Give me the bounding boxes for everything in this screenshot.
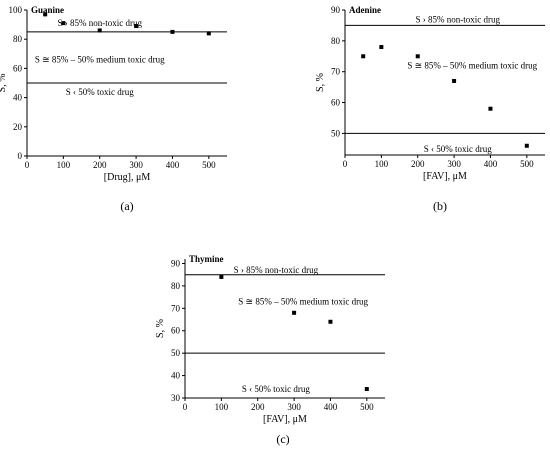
y-tick-label: 40 — [171, 371, 181, 381]
annotation-label: S ‹ 50% toxic drug — [66, 87, 134, 97]
data-point — [328, 319, 333, 324]
annotation-label: S ≅ 85% – 50% medium toxic drug — [407, 61, 537, 71]
data-point — [361, 54, 366, 59]
y-tick-label: 60 — [13, 63, 23, 73]
x-tick-label: 0 — [25, 160, 30, 170]
chart-panel-1: 0 100 200 300 400 500 0 20 40 60 80 100 S › 85% non-… — [0, 5, 227, 213]
y-tick-label: 40 — [13, 93, 23, 103]
y-axis-title: S, % — [315, 73, 326, 92]
data-point — [43, 12, 48, 17]
x-axis-title: [FAV], μM — [423, 171, 467, 182]
x-tick-label: 0 — [183, 402, 188, 412]
y-tick-label: 80 — [171, 281, 181, 291]
panel-title: Adenine — [349, 5, 381, 15]
data-point — [524, 143, 529, 148]
panel-title: Guanine — [31, 5, 64, 15]
y-tick-label: 90 — [171, 258, 181, 268]
x-tick-label: 400 — [484, 159, 498, 169]
y-tick-label: 80 — [13, 34, 23, 44]
data-point — [452, 78, 457, 83]
x-tick-label: 300 — [287, 402, 301, 412]
chart-panel-3: 0 100 200 300 400 500 30 40 50 60 70 80 90 S › 85% no… — [155, 254, 385, 446]
data-point — [61, 21, 66, 26]
x-tick-label: 500 — [360, 402, 374, 412]
data-point — [415, 54, 420, 59]
data-point — [292, 310, 297, 315]
data-point — [170, 29, 175, 34]
annotation-label: S › 85% non-toxic drug — [415, 14, 500, 24]
data-point — [488, 106, 493, 111]
y-tick-label: 70 — [171, 303, 181, 313]
x-tick-label: 300 — [129, 160, 143, 170]
y-tick-label: 50 — [171, 348, 181, 358]
y-tick-label: 20 — [13, 122, 23, 132]
data-point — [134, 24, 139, 29]
chart-panel-2: 0 100 200 300 400 500 50 60 70 80 90 S › 85% non-to… — [315, 5, 545, 213]
x-tick-label: 400 — [324, 402, 338, 412]
annotation-label: S ‹ 50% toxic drug — [242, 384, 310, 394]
panel-caption: (c) — [276, 432, 289, 446]
x-tick-label: 300 — [447, 159, 461, 169]
x-tick-label: 100 — [57, 160, 71, 170]
annotation-label: S ‹ 50% toxic drug — [424, 144, 492, 154]
y-tick-label: 60 — [331, 98, 341, 108]
x-tick-label: 500 — [202, 160, 216, 170]
y-tick-label: 50 — [331, 128, 341, 138]
x-tick-label: 100 — [375, 159, 389, 169]
data-point — [364, 387, 369, 392]
x-tick-label: 0 — [343, 159, 348, 169]
y-tick-label: 70 — [331, 67, 341, 77]
data-point — [219, 274, 224, 279]
y-tick-label: 100 — [9, 5, 23, 15]
annotation-label: S › 85% non-toxic drug — [234, 265, 319, 275]
y-tick-label: 60 — [171, 326, 181, 336]
x-tick-label: 200 — [411, 159, 425, 169]
panel-title: Thymine — [189, 254, 224, 264]
y-tick-label: 0 — [18, 151, 23, 161]
y-tick-label: 80 — [331, 36, 341, 46]
data-point — [97, 28, 102, 33]
data-point — [206, 31, 211, 36]
x-axis-title: [Drug], μM — [104, 172, 151, 183]
x-tick-label: 200 — [93, 160, 107, 170]
y-tick-label: 30 — [171, 393, 181, 403]
x-tick-label: 400 — [166, 160, 180, 170]
annotation-label: S ≅ 85% – 50% medium toxic drug — [238, 297, 368, 307]
y-tick-label: 90 — [331, 5, 341, 15]
y-axis-title: S, % — [155, 319, 166, 338]
x-tick-label: 500 — [520, 159, 534, 169]
data-point — [379, 45, 384, 50]
x-axis-title: [FAV], μM — [263, 414, 307, 425]
annotation-label: S › 85% non-toxic drug — [57, 18, 142, 28]
x-tick-label: 200 — [251, 402, 265, 412]
panel-caption: (a) — [120, 199, 133, 213]
annotation-label: S ≅ 85% – 50% medium toxic drug — [35, 55, 165, 65]
y-axis-title: S, % — [0, 74, 8, 93]
x-tick-label: 100 — [215, 402, 229, 412]
panel-caption: (b) — [433, 199, 447, 213]
